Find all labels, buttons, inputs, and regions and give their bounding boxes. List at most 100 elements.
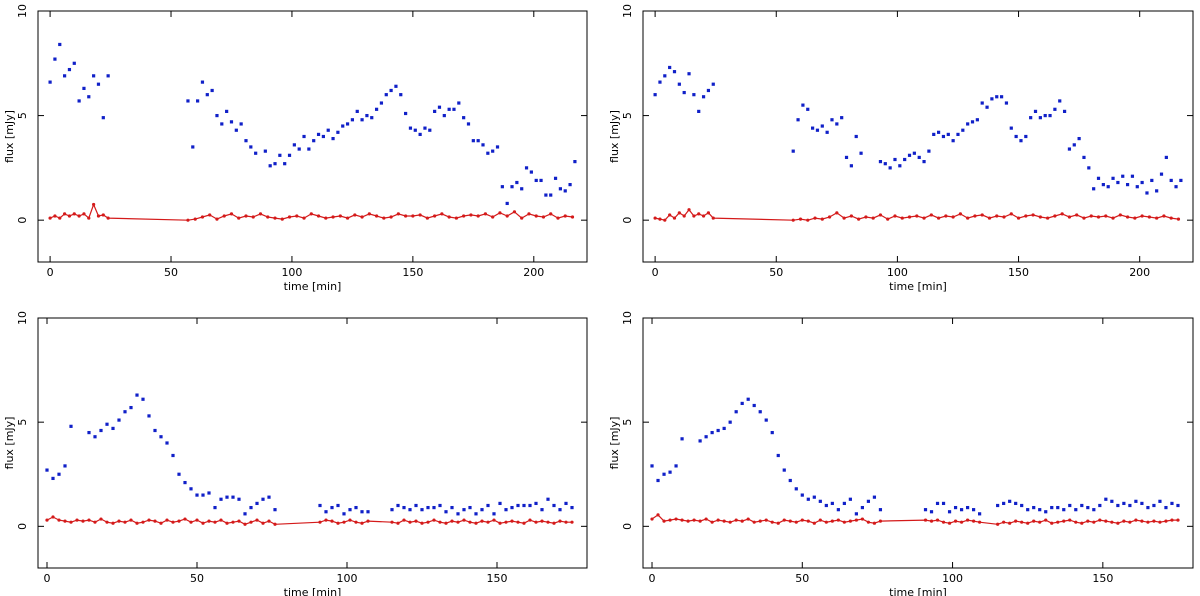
data-point-blue [82,86,86,90]
data-point-red [183,517,187,521]
data-point-red [213,520,217,524]
data-point-red [342,520,346,524]
data-point-red [701,214,706,218]
data-point-red [653,216,657,220]
data-point-blue [936,130,941,134]
data-point-red [111,521,115,525]
data-point-red [1062,519,1066,523]
data-point-blue [69,424,73,428]
data-point-red [563,214,567,218]
x-tick-label: 150 [487,572,508,585]
data-point-blue [481,143,485,147]
y-tick-label: 10 [621,4,634,18]
data-point-blue [205,93,209,97]
data-point-blue [872,495,877,499]
data-point-red [886,217,890,221]
data-point-blue [903,157,907,162]
data-point-red [273,216,277,220]
data-point-red [878,213,883,217]
data-point-blue [935,501,940,506]
data-point-blue [932,132,936,137]
data-point-blue [447,107,451,111]
data-point-red [1118,213,1122,217]
data-point-blue [1174,185,1178,189]
data-point-blue [835,122,839,126]
data-point-blue [278,153,282,157]
data-point-blue [1056,505,1060,510]
y-axis-label: flux [mJy] [3,110,16,163]
data-point-blue [215,113,219,118]
chart-panel-2: 0 50 100 150 200 0 5 10 time [min] flux [mJy] [608,4,1194,293]
data-point-blue [249,505,253,510]
data-point-blue [544,193,548,197]
data-point-red [480,519,484,523]
data-point-blue [195,493,199,497]
data-point-blue [394,84,398,88]
data-point-blue [516,503,520,508]
data-point-blue [1164,155,1168,160]
data-point-red [222,214,226,218]
data-point-red [848,519,852,523]
data-point-blue [366,510,370,514]
data-point-red [249,520,253,524]
data-point-red [711,216,715,220]
data-point-red [857,217,861,221]
data-point-blue [941,501,946,506]
data-point-blue [1092,187,1096,191]
data-point-blue [1101,183,1105,187]
data-point-blue [866,499,871,503]
data-point-blue [1050,505,1054,510]
chart-panel-3: 0 50 100 150 0 5 10 time [min] flux [mJy] [3,311,588,596]
data-point-blue [842,501,846,506]
data-point-blue [840,116,844,120]
data-point-blue [1134,499,1138,503]
data-point-blue [1020,503,1024,508]
data-point-blue [1002,501,1006,506]
data-point-red [929,213,933,217]
data-point-red [462,518,466,522]
data-point-blue [806,497,810,501]
data-point-red [251,215,255,219]
data-point-red [806,218,810,222]
data-point-blue [844,155,849,160]
data-point-blue [529,170,533,174]
data-point-red [426,520,430,524]
data-point-blue [462,116,466,120]
data-point-red [153,519,157,523]
data-point-blue [336,130,340,134]
y-tick-label: 5 [16,112,29,119]
data-point-blue [420,508,424,512]
data-point-blue [418,132,422,137]
data-point-red [951,215,955,219]
data-point-blue [1140,501,1144,506]
data-point-blue [888,166,892,170]
data-point-red [1152,519,1156,523]
data-point-red [966,216,970,220]
data-point-blue [1062,109,1067,113]
data-point-red [528,518,532,522]
data-point-red [1158,520,1162,524]
data-point-blue [1008,499,1012,503]
data-point-blue [141,397,145,401]
data-point-blue [505,201,509,206]
data-point-red [1140,519,1144,523]
data-point-blue [433,109,437,113]
y-tick-label: 0 [621,523,634,530]
data-point-red [374,214,379,218]
data-point-red [1053,214,1057,218]
data-point-red [165,518,169,522]
x-tick-label: 100 [337,572,358,585]
data-point-red [1147,215,1151,219]
data-point-blue [390,508,394,512]
data-point-blue [370,116,374,120]
data-point-red [915,214,919,218]
data-point-red [492,518,496,522]
data-point-red [728,520,732,524]
data-point-red [1155,216,1159,220]
data-point-red [878,519,883,523]
data-point-blue [1158,499,1162,503]
data-point-blue [573,160,577,164]
data-point-red [564,520,568,524]
data-point-red [941,520,946,524]
data-point-blue [302,134,306,139]
